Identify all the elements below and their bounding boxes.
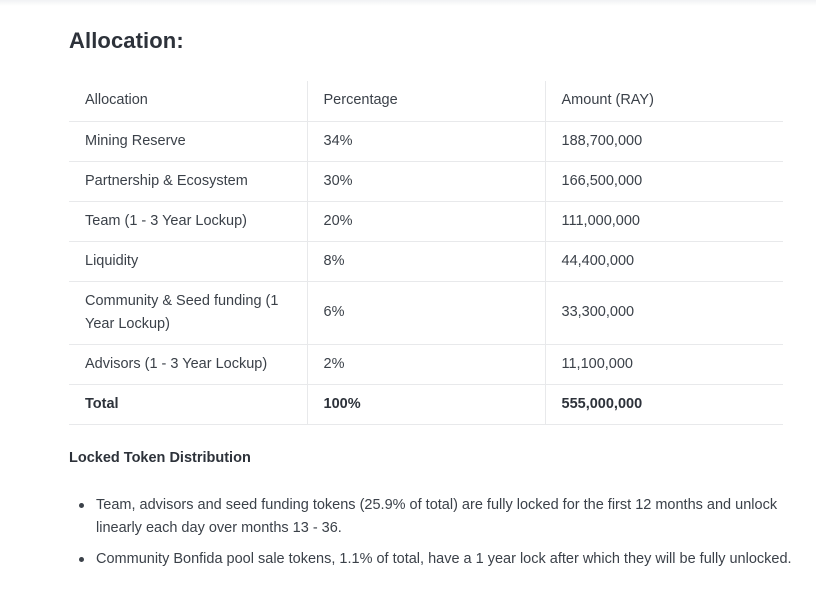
amount-cell: 188,700,000 <box>544 121 783 162</box>
table-row: Community & Seed funding (1 Year Lockup)… <box>69 281 783 345</box>
allocation-cell: Advisors (1 - 3 Year Lockup) <box>69 344 307 385</box>
allocation-cell: Community & Seed funding (1 Year Lockup) <box>69 281 307 345</box>
percentage-cell: 30% <box>306 161 545 202</box>
allocation-table: Allocation Percentage Amount (RAY) Minin… <box>69 81 783 425</box>
allocation-heading: Allocation: <box>69 28 184 53</box>
total-row: Total 100% 555,000,000 <box>69 384 783 425</box>
total-label-cell: Total <box>69 384 307 425</box>
list-item: Team, advisors and seed funding tokens (… <box>69 494 799 540</box>
list-item-text: Team, advisors and seed funding tokens (… <box>96 497 778 536</box>
locked-distribution-list: Team, advisors and seed funding tokens (… <box>69 494 799 579</box>
amount-cell: 33,300,000 <box>544 281 783 345</box>
amount-cell: 111,000,000 <box>544 201 783 242</box>
locked-distribution-title: Locked Token Distribution <box>69 450 251 466</box>
total-percentage-cell: 100% <box>306 384 545 425</box>
amount-cell: 44,400,000 <box>544 241 783 282</box>
table-row: Liquidity 8% 44,400,000 <box>69 241 783 282</box>
percentage-cell: 2% <box>306 344 545 385</box>
bullet-icon <box>79 557 84 562</box>
percentage-cell: 34% <box>306 121 545 162</box>
allocation-cell: Liquidity <box>69 241 307 282</box>
column-header-percentage: Percentage <box>306 81 545 122</box>
list-item-text: Community Bonfida pool sale tokens, 1.1%… <box>96 551 792 567</box>
table-row: Mining Reserve 34% 188,700,000 <box>69 121 783 162</box>
column-header-allocation: Allocation <box>69 81 307 122</box>
amount-cell: 11,100,000 <box>544 344 783 385</box>
table-header-row: Allocation Percentage Amount (RAY) <box>69 81 783 122</box>
list-item: Community Bonfida pool sale tokens, 1.1%… <box>69 548 799 571</box>
top-edge <box>0 0 816 6</box>
column-header-amount: Amount (RAY) <box>544 81 783 122</box>
percentage-cell: 8% <box>306 241 545 282</box>
allocation-cell: Mining Reserve <box>69 121 307 162</box>
amount-cell: 166,500,000 <box>544 161 783 202</box>
percentage-cell: 6% <box>306 281 545 345</box>
bullet-icon <box>79 503 84 508</box>
allocation-cell: Team (1 - 3 Year Lockup) <box>69 201 307 242</box>
total-amount-cell: 555,000,000 <box>544 384 783 425</box>
percentage-cell: 20% <box>306 201 545 242</box>
table-row: Partnership & Ecosystem 30% 166,500,000 <box>69 161 783 202</box>
table-row: Team (1 - 3 Year Lockup) 20% 111,000,000 <box>69 201 783 242</box>
allocation-cell: Partnership & Ecosystem <box>69 161 307 202</box>
table-row: Advisors (1 - 3 Year Lockup) 2% 11,100,0… <box>69 344 783 385</box>
